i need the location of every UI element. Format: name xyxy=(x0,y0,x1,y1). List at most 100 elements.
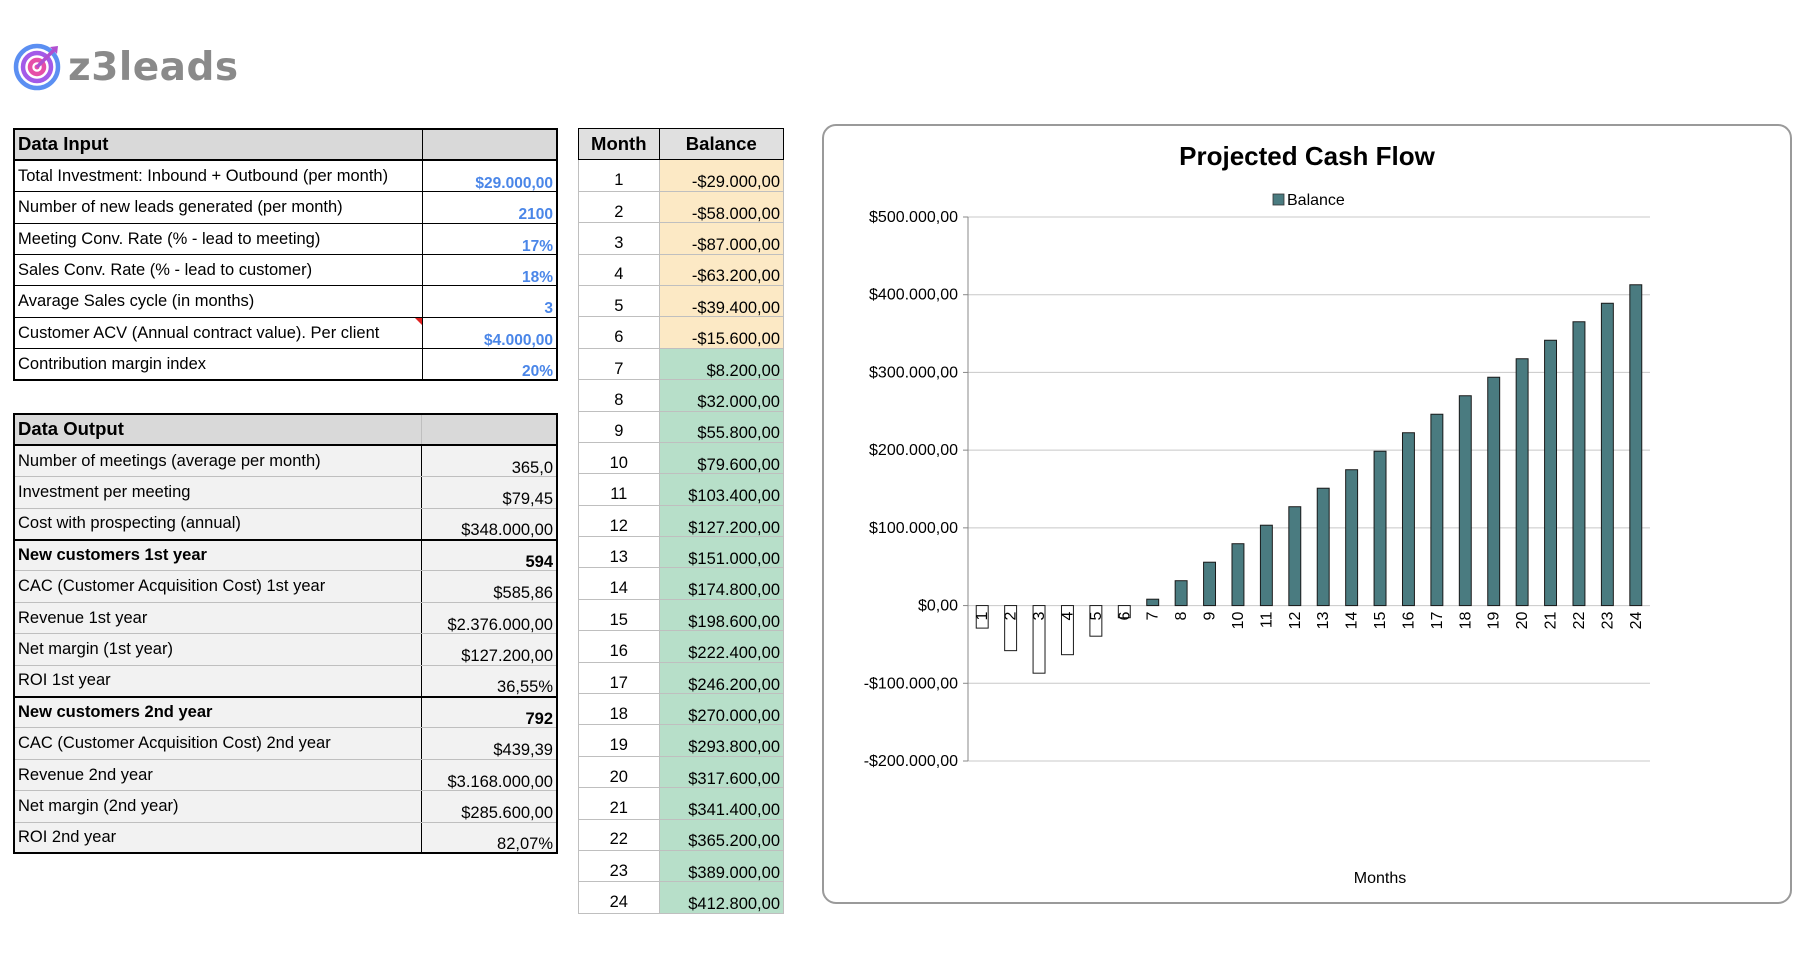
output-value[interactable]: $2.376.000,00 xyxy=(420,601,558,635)
month-cell[interactable]: 23 xyxy=(578,849,660,883)
balance-cell[interactable]: $270.000,00 xyxy=(658,693,785,726)
month-cell[interactable]: 12 xyxy=(578,504,660,538)
output-value[interactable]: 792 xyxy=(420,695,558,729)
balance-row: 20 $317.600,00 xyxy=(578,755,785,789)
balance-row: 23 $389.000,00 xyxy=(578,849,785,883)
balance-cell[interactable]: $8.200,00 xyxy=(658,347,785,381)
bar-month-13 xyxy=(1316,487,1330,607)
month-cell[interactable]: 18 xyxy=(578,693,660,726)
balance-cell[interactable]: $151.000,00 xyxy=(658,536,785,569)
month-cell[interactable]: 24 xyxy=(578,881,660,914)
month-cell[interactable]: 10 xyxy=(578,441,660,475)
input-value[interactable]: 2100 xyxy=(421,191,558,224)
balance-cell[interactable]: -$39.400,00 xyxy=(658,284,785,318)
data-input-header-empty xyxy=(421,128,558,162)
balance-cell[interactable]: $293.800,00 xyxy=(658,724,785,757)
month-cell[interactable]: 11 xyxy=(578,473,660,506)
output-value[interactable]: $127.200,00 xyxy=(420,633,558,666)
balance-cell[interactable]: $222.400,00 xyxy=(658,630,785,663)
month-cell[interactable]: 17 xyxy=(578,661,660,695)
balance-cell[interactable]: -$87.000,00 xyxy=(658,222,785,255)
balance-cell[interactable]: -$63.200,00 xyxy=(658,253,785,286)
month-cell[interactable]: 6 xyxy=(578,316,660,349)
chart-container: Projected Cash Flow Balance $500.000,00 $… xyxy=(822,124,1792,904)
x-tick-label: 20 xyxy=(1514,611,1531,629)
balance-row: 16 $222.400,00 xyxy=(578,630,785,663)
output-value[interactable]: $348.000,00 xyxy=(420,507,558,541)
x-axis-label: Months xyxy=(1354,870,1406,887)
month-cell[interactable]: 4 xyxy=(578,253,660,286)
input-value[interactable]: 20% xyxy=(421,348,558,381)
month-cell[interactable]: 20 xyxy=(578,755,660,789)
y-tick-label: -$100.000,00 xyxy=(864,675,958,692)
output-value[interactable]: $285.600,00 xyxy=(420,790,558,823)
balance-cell[interactable]: -$58.000,00 xyxy=(658,190,785,224)
month-cell[interactable]: 15 xyxy=(578,598,660,632)
month-cell[interactable]: 7 xyxy=(578,347,660,381)
output-value[interactable]: 82,07% xyxy=(420,821,558,854)
x-tick-label: 7 xyxy=(1145,611,1162,620)
balance-cell[interactable]: $317.600,00 xyxy=(658,755,785,789)
balance-cell[interactable]: $246.200,00 xyxy=(658,661,785,695)
month-cell[interactable]: 14 xyxy=(578,567,660,600)
balance-cell[interactable]: $103.400,00 xyxy=(658,473,785,506)
x-tick-label: 6 xyxy=(1116,611,1133,620)
input-label: Contribution margin index xyxy=(13,348,423,381)
input-value[interactable]: 3 xyxy=(421,285,558,318)
data-input-table: Data Input Total Investment: Inbound + O… xyxy=(13,128,558,382)
bar-month-10 xyxy=(1231,543,1245,607)
output-value[interactable]: $439,39 xyxy=(420,727,558,760)
input-value[interactable]: $4.000,00 xyxy=(421,316,558,350)
input-value[interactable]: 18% xyxy=(421,254,558,287)
balance-cell[interactable]: $365.200,00 xyxy=(658,818,785,851)
output-value[interactable]: 365,0 xyxy=(420,444,558,478)
month-cell[interactable]: 9 xyxy=(578,410,660,443)
month-cell[interactable]: 21 xyxy=(578,787,660,820)
x-tick-label: 3 xyxy=(1031,611,1048,620)
balance-cell[interactable]: $79.600,00 xyxy=(658,441,785,475)
x-tick-label: 8 xyxy=(1173,611,1190,620)
output-value[interactable]: $585,86 xyxy=(420,570,558,603)
balance-cell[interactable]: -$29.000,00 xyxy=(658,159,785,192)
balance-cell[interactable]: $341.400,00 xyxy=(658,787,785,820)
input-value[interactable]: 17% xyxy=(421,222,558,256)
month-cell[interactable]: 5 xyxy=(578,284,660,318)
x-tick-label: 22 xyxy=(1571,611,1588,629)
month-cell[interactable]: 2 xyxy=(578,190,660,224)
balance-row: 22 $365.200,00 xyxy=(578,818,785,851)
balance-cell[interactable]: $127.200,00 xyxy=(658,504,785,538)
month-cell[interactable]: 13 xyxy=(578,536,660,569)
input-label: Customer ACV (Annual contract value). Pe… xyxy=(13,316,423,350)
x-tick-label: 24 xyxy=(1628,611,1645,629)
balance-cell[interactable]: $55.800,00 xyxy=(658,410,785,443)
y-tick-label: $500.000,00 xyxy=(869,209,958,226)
month-cell[interactable]: 22 xyxy=(578,818,660,851)
month-cell[interactable]: 16 xyxy=(578,630,660,663)
balance-table: Month Balance 1 -$29.000,00 2 -$58.000,00 3-… xyxy=(578,127,785,914)
balance-cell[interactable]: $412.800,00 xyxy=(658,881,785,914)
month-cell[interactable]: 19 xyxy=(578,724,660,757)
x-tick-label: 17 xyxy=(1429,611,1446,629)
month-cell[interactable]: 1 xyxy=(578,159,660,192)
y-tick-label: $100.000,00 xyxy=(869,520,958,537)
output-value[interactable]: 36,55% xyxy=(420,664,558,698)
output-value[interactable]: $3.168.000,00 xyxy=(420,758,558,792)
bar-month-24 xyxy=(1629,284,1643,607)
output-label: Revenue 1st year xyxy=(13,601,422,635)
output-label: CAC (Customer Acquisition Cost) 1st year xyxy=(13,570,422,603)
cash-flow-chart: Projected Cash Flow Balance $500.000,00 $… xyxy=(864,141,1650,887)
balance-cell[interactable]: $198.600,00 xyxy=(658,598,785,632)
balance-cell[interactable]: $389.000,00 xyxy=(658,849,785,883)
balance-cell[interactable]: $32.000,00 xyxy=(658,379,785,412)
balance-cell[interactable]: $174.800,00 xyxy=(658,567,785,600)
output-value[interactable]: 594 xyxy=(420,538,558,572)
balance-row: 1 -$29.000,00 xyxy=(578,159,785,192)
output-label: Investment per meeting xyxy=(13,476,422,509)
month-cell[interactable]: 8 xyxy=(578,379,660,412)
output-value[interactable]: $79,45 xyxy=(420,476,558,509)
month-cell[interactable]: 3 xyxy=(578,222,660,255)
input-value[interactable]: $29.000,00 xyxy=(421,159,558,193)
chart-title: Projected Cash Flow xyxy=(1179,141,1435,171)
balance-cell[interactable]: -$15.600,00 xyxy=(658,316,785,349)
bar-month-23 xyxy=(1600,302,1614,607)
